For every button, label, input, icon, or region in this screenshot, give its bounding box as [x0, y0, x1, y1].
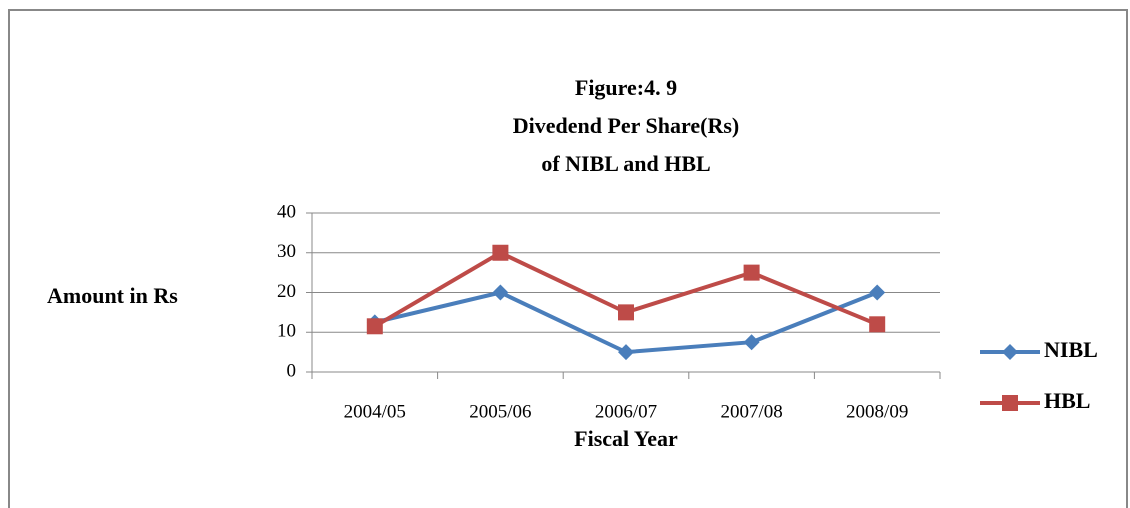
point: [869, 316, 886, 333]
point: [618, 344, 634, 361]
chart-title: of NIBL and HBL: [541, 151, 710, 176]
point: [618, 304, 634, 321]
x-tick-label: 2008/09: [846, 401, 908, 422]
y-tick-label: 40: [277, 201, 296, 222]
x-tick-label: 2004/05: [344, 401, 406, 422]
legend-marker: [1002, 344, 1018, 360]
point: [492, 244, 509, 261]
y-tick-label: 30: [277, 241, 296, 262]
y-axis-title: Amount in Rs: [47, 283, 178, 308]
legend-label: NIBL: [1044, 337, 1098, 362]
y-tick-label: 20: [277, 281, 296, 302]
x-axis-title: Fiscal Year: [574, 426, 678, 451]
y-tick-label: 0: [287, 360, 297, 381]
legend-marker: [1002, 395, 1018, 411]
point: [743, 334, 760, 351]
x-tick-label: 2005/06: [469, 401, 531, 422]
x-tick-label: 2007/08: [720, 401, 782, 422]
chart-title: Divedend Per Share(Rs): [513, 113, 740, 138]
x-tick-label: 2006/07: [595, 401, 657, 422]
point: [492, 284, 509, 301]
point: [743, 264, 760, 281]
chart-title: Figure:4. 9: [575, 75, 677, 100]
chart-frame: [8, 9, 1128, 508]
point: [366, 318, 383, 335]
legend-label: HBL: [1044, 388, 1090, 413]
point: [869, 284, 886, 301]
y-tick-label: 10: [277, 321, 296, 342]
